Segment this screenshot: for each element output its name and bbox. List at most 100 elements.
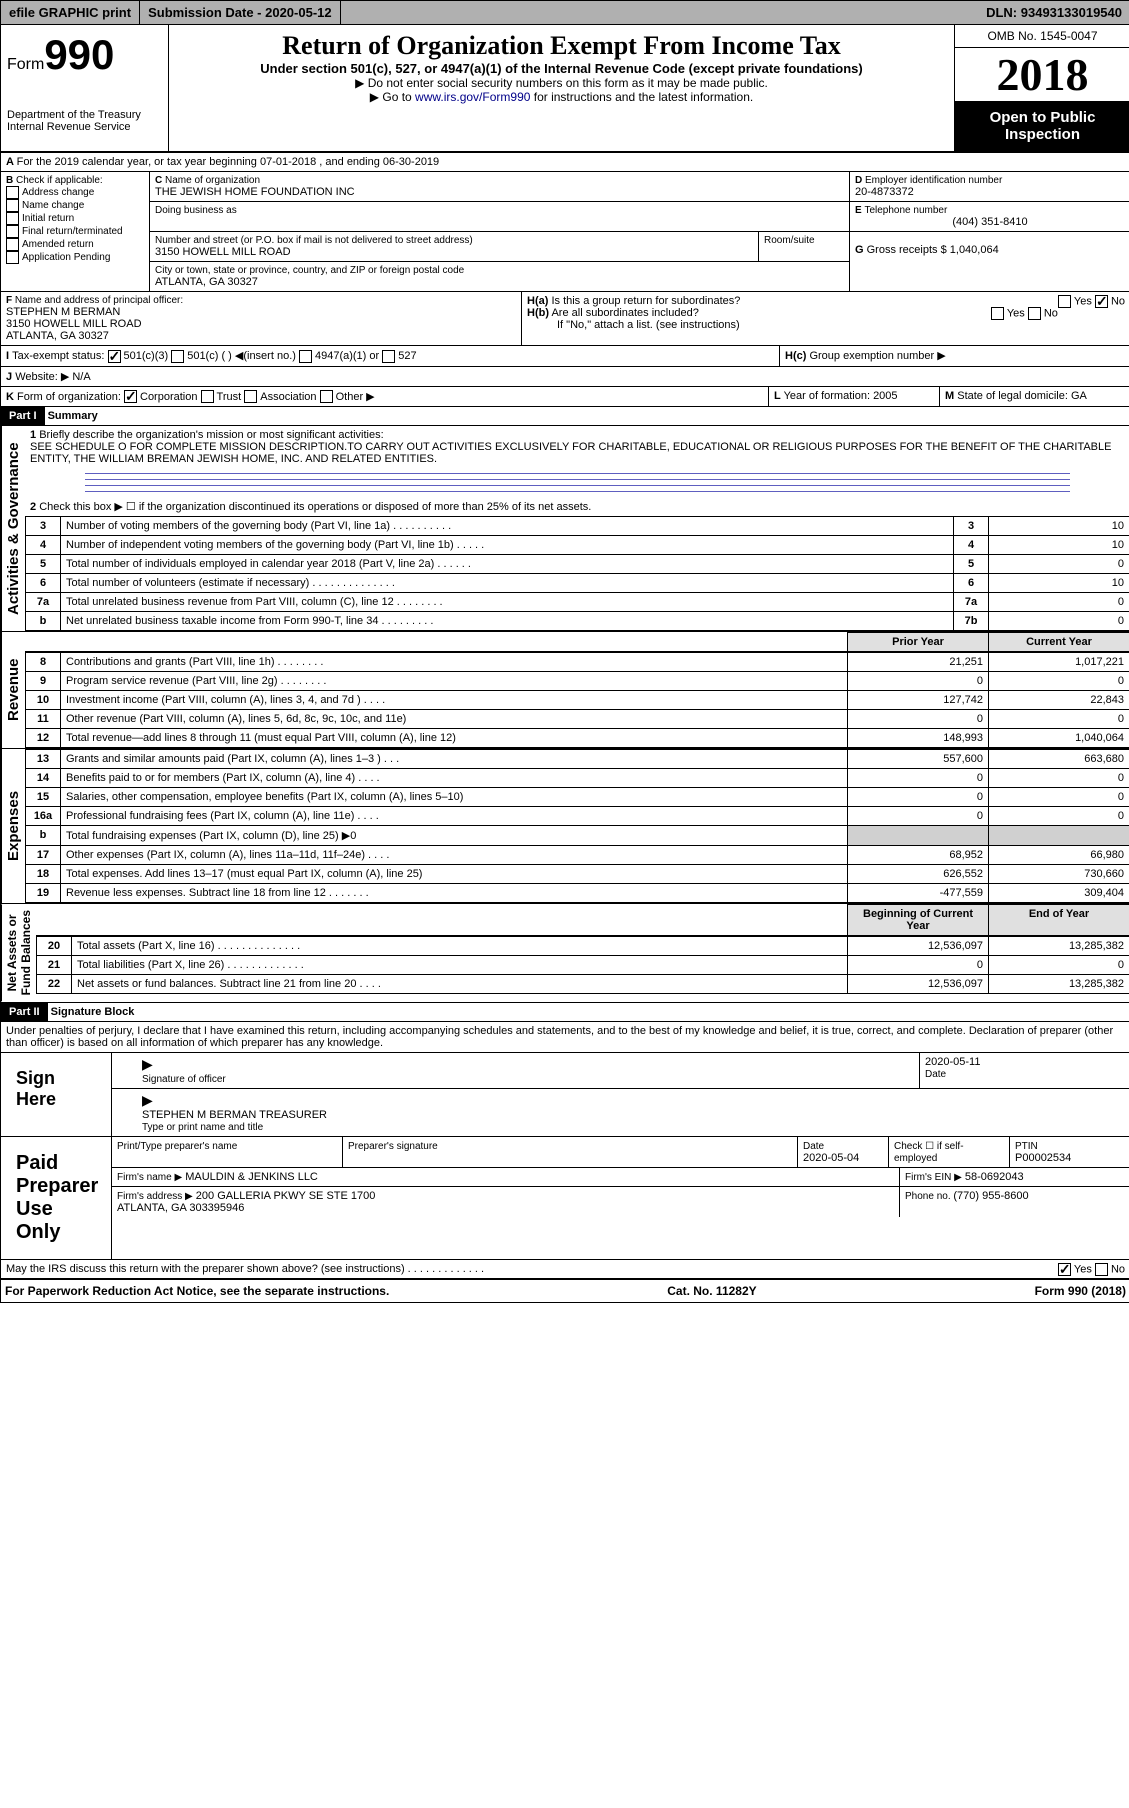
chk-final[interactable] <box>6 225 19 238</box>
table-netassets: 20Total assets (Part X, line 16) . . . .… <box>36 936 1129 994</box>
gross-label: Gross receipts $ <box>867 244 950 256</box>
efile-header: efile GRAPHIC print Submission Date - 20… <box>1 1 1129 25</box>
officer-value: STEPHEN M BERMAN 3150 HOWELL MILL ROAD A… <box>6 306 516 342</box>
col-prior: Prior Year <box>848 633 989 652</box>
page-footer: For Paperwork Reduction Act Notice, see … <box>1 1280 1129 1302</box>
current-value: 22,843 <box>989 691 1129 710</box>
chk-discuss-yes[interactable] <box>1058 1263 1071 1276</box>
table-net-header: Beginning of Current YearEnd of Year <box>36 904 1129 936</box>
current-value: 13,285,382 <box>989 975 1129 994</box>
form-subtitle: Under section 501(c), 527, or 4947(a)(1)… <box>175 61 948 76</box>
domicile: GA <box>1071 390 1087 402</box>
line-num: 19 <box>26 884 61 903</box>
prior-value: 0 <box>848 769 989 788</box>
line-text: Total assets (Part X, line 16) . . . . .… <box>72 937 848 956</box>
chk-assoc[interactable] <box>244 390 257 403</box>
chk-pending[interactable] <box>6 251 19 264</box>
line-value: 0 <box>989 593 1129 612</box>
line-box: 6 <box>954 574 989 593</box>
discuss-row: May the IRS discuss this return with the… <box>1 1260 1129 1280</box>
line-text: Number of independent voting members of … <box>61 536 954 555</box>
line-num: 16a <box>26 807 61 826</box>
domicile-label: State of legal domicile: <box>957 390 1071 402</box>
sig-officer-label: Signature of officer <box>142 1074 226 1085</box>
line-text: Total fundraising expenses (Part IX, col… <box>61 826 848 846</box>
firm-phone: (770) 955-8600 <box>953 1190 1028 1202</box>
hc-label: Group exemption number ▶ <box>809 350 945 362</box>
street-address: 3150 HOWELL MILL ROAD <box>155 246 753 258</box>
line-text: Total expenses. Add lines 13–17 (must eq… <box>61 865 848 884</box>
prior-value: 0 <box>848 672 989 691</box>
submission-date: Submission Date - 2020-05-12 <box>140 1 341 24</box>
mission-label: Briefly describe the organization's miss… <box>39 429 383 441</box>
omb-number: OMB No. 1545-0047 <box>955 25 1129 48</box>
form-org-label: Form of organization: <box>17 391 121 403</box>
chk-address[interactable] <box>6 186 19 199</box>
year-formation: 2005 <box>873 390 897 402</box>
officer-label: Name and address of principal officer: <box>15 295 183 306</box>
hb-note: If "No," attach a list. (see instruction… <box>527 319 1125 331</box>
chk-ha-yes[interactable] <box>1058 295 1071 308</box>
phone-label: Telephone number <box>864 205 947 216</box>
form-header: Form990 Department of the Treasury Inter… <box>1 25 1129 153</box>
chk-amended[interactable] <box>6 238 19 251</box>
chk-hb-yes[interactable] <box>991 307 1004 320</box>
current-value: 309,404 <box>989 884 1129 903</box>
line-num: b <box>26 826 61 846</box>
chk-527[interactable] <box>382 350 395 363</box>
line-text: Total unrelated business revenue from Pa… <box>61 593 954 612</box>
prior-value: 12,536,097 <box>848 975 989 994</box>
table-revenue-header: Prior YearCurrent Year <box>25 632 1129 652</box>
chk-ha-no[interactable] <box>1095 295 1108 308</box>
self-employed: Check ☐ if self-employed <box>894 1141 964 1164</box>
line-text: Other revenue (Part VIII, column (A), li… <box>61 710 848 729</box>
col-current: Current Year <box>989 633 1129 652</box>
instruction-1: ▶ Do not enter social security numbers o… <box>175 76 948 90</box>
q2-text: Check this box ▶ ☐ if the organization d… <box>39 501 591 513</box>
chk-corp[interactable] <box>124 390 137 403</box>
ein-value: 20-4873372 <box>855 186 1125 198</box>
current-value: 0 <box>989 788 1129 807</box>
chk-discuss-no[interactable] <box>1095 1263 1108 1276</box>
org-name: THE JEWISH HOME FOUNDATION INC <box>155 186 844 198</box>
chk-name[interactable] <box>6 199 19 212</box>
chk-other[interactable] <box>320 390 333 403</box>
footer-center: Cat. No. 11282Y <box>667 1284 756 1298</box>
city-label: City or town, state or province, country… <box>155 265 844 276</box>
line-box: 3 <box>954 517 989 536</box>
line-text: Grants and similar amounts paid (Part IX… <box>61 750 848 769</box>
chk-4947[interactable] <box>299 350 312 363</box>
tax-status-label: Tax-exempt status: <box>12 350 104 362</box>
prior-value: 68,952 <box>848 846 989 865</box>
irs-link[interactable]: www.irs.gov/Form990 <box>415 90 530 104</box>
perjury-declaration: Under penalties of perjury, I declare th… <box>1 1022 1129 1053</box>
line-num: 13 <box>26 750 61 769</box>
sign-here-label: Sign Here <box>1 1053 111 1136</box>
chk-hb-no[interactable] <box>1028 307 1041 320</box>
ptin: P00002534 <box>1015 1152 1071 1164</box>
mission-text: SEE SCHEDULE O FOR COMPLETE MISSION DESC… <box>30 441 1111 465</box>
line-a: A For the 2019 calendar year, or tax yea… <box>1 153 1129 172</box>
line-text: Revenue less expenses. Subtract line 18 … <box>61 884 848 903</box>
addr-label: Number and street (or P.O. box if mail i… <box>155 235 753 246</box>
line-text: Salaries, other compensation, employee b… <box>61 788 848 807</box>
line-num: 6 <box>26 574 61 593</box>
line-num: 20 <box>37 937 72 956</box>
prep-date: 2020-05-04 <box>803 1152 859 1164</box>
line-text: Professional fundraising fees (Part IX, … <box>61 807 848 826</box>
part2-title: Signature Block <box>51 1006 135 1018</box>
prior-value: 0 <box>848 788 989 807</box>
prep-name-label: Print/Type preparer's name <box>117 1141 237 1152</box>
side-netassets: Net Assets or Fund Balances <box>1 904 36 1001</box>
line-text: Number of voting members of the governin… <box>61 517 954 536</box>
chk-501c3[interactable] <box>108 350 121 363</box>
chk-501c[interactable] <box>171 350 184 363</box>
prior-value <box>848 826 989 846</box>
current-value: 730,660 <box>989 865 1129 884</box>
line-text: Total number of volunteers (estimate if … <box>61 574 954 593</box>
chk-initial[interactable] <box>6 212 19 225</box>
chk-trust[interactable] <box>201 390 214 403</box>
line-num: 17 <box>26 846 61 865</box>
hb-label: Are all subordinates included? <box>551 307 698 319</box>
line-num: 14 <box>26 769 61 788</box>
